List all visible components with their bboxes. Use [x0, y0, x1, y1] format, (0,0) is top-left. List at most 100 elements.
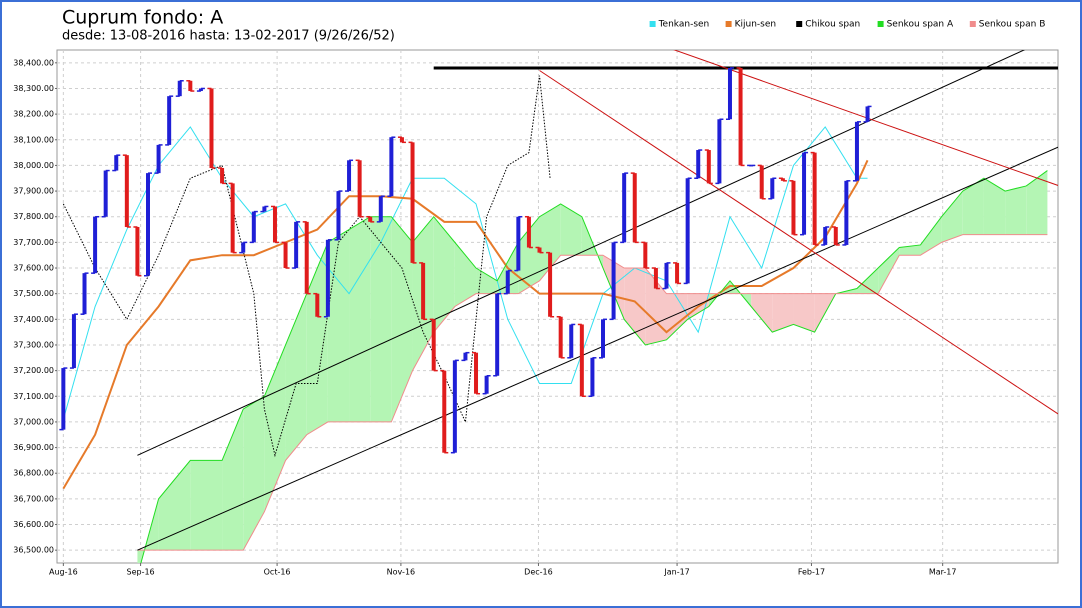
- line-series: [62, 159, 869, 490]
- y-tick-label: 36,800.00: [13, 469, 54, 478]
- bar: [114, 155, 119, 171]
- line-series: [62, 126, 868, 420]
- x-tick-label: Sep-16: [127, 568, 155, 577]
- y-tick-label: 36,700.00: [13, 494, 54, 503]
- bar: [865, 106, 870, 122]
- bar: [71, 314, 76, 369]
- bar: [156, 144, 161, 174]
- bar: [315, 293, 320, 317]
- bar: [209, 88, 214, 168]
- cloud: [751, 293, 773, 333]
- y-tick-label: 37,500.00: [13, 289, 54, 298]
- bar: [727, 67, 732, 120]
- cloud: [264, 344, 286, 512]
- bar: [410, 142, 415, 263]
- bar: [347, 160, 352, 192]
- bar: [421, 262, 426, 320]
- trendline: [137, 50, 1026, 456]
- bar: [526, 216, 531, 248]
- y-tick-label: 37,800.00: [13, 212, 54, 221]
- legend-swatch: [796, 21, 803, 27]
- bar: [325, 239, 330, 317]
- legend-swatch: [969, 21, 976, 27]
- cloud: [349, 216, 371, 422]
- bar: [717, 119, 722, 184]
- bar: [780, 178, 785, 181]
- bar: [569, 324, 574, 358]
- line-series: [62, 75, 551, 458]
- x-tick-label: Nov-16: [387, 568, 415, 577]
- legend-swatch: [649, 21, 656, 27]
- bar: [135, 226, 140, 276]
- bar: [431, 319, 436, 371]
- x-tick-label: Mar-17: [929, 568, 957, 577]
- bar: [294, 221, 299, 269]
- bar: [251, 211, 256, 243]
- bar: [283, 242, 288, 269]
- bar: [685, 178, 690, 284]
- bar: [177, 80, 182, 97]
- bar: [812, 152, 817, 245]
- bar: [484, 375, 489, 394]
- cloud: [391, 216, 413, 422]
- bar: [442, 370, 447, 453]
- bar: [622, 173, 627, 243]
- bar: [336, 191, 341, 240]
- cloud: [983, 178, 1006, 235]
- bar: [198, 88, 203, 92]
- x-tick-label: Jan-17: [663, 568, 689, 577]
- trendline: [539, 70, 1058, 415]
- bar: [823, 226, 828, 245]
- x-tick-label: Dec-16: [524, 568, 553, 577]
- cloud: [920, 216, 942, 256]
- cloud: [1005, 185, 1027, 235]
- bar: [601, 319, 605, 358]
- bar: [399, 137, 404, 143]
- cloud: [878, 247, 900, 294]
- trendline: [137, 146, 1058, 551]
- cloud: [433, 216, 455, 333]
- plot: [59, 50, 1058, 563]
- bar: [548, 252, 553, 317]
- bar: [241, 242, 246, 253]
- y-tick-label: 38,000.00: [13, 161, 54, 170]
- bar: [463, 352, 468, 361]
- bar: [378, 196, 383, 222]
- bar: [759, 165, 764, 199]
- cloud: [370, 216, 392, 422]
- bar: [632, 173, 637, 243]
- x-tick-label: Oct-16: [264, 568, 291, 577]
- bar: [643, 242, 648, 269]
- y-tick-label: 37,300.00: [13, 340, 54, 349]
- x-tick-label: Aug-16: [49, 568, 78, 577]
- bar: [93, 216, 98, 274]
- y-tick-label: 38,300.00: [13, 84, 54, 93]
- y-tick-label: 37,000.00: [13, 417, 54, 426]
- y-tick-label: 36,900.00: [13, 443, 54, 452]
- y-tick-label: 37,100.00: [13, 392, 54, 401]
- y-tick-label: 37,900.00: [13, 187, 54, 196]
- bar: [696, 150, 701, 179]
- y-tick-label: 37,700.00: [13, 238, 54, 247]
- bar: [220, 167, 225, 184]
- cloud: [158, 460, 191, 551]
- bar: [664, 262, 669, 289]
- bar: [505, 270, 510, 294]
- bar: [474, 352, 479, 394]
- bar: [611, 242, 616, 320]
- bar: [791, 180, 796, 235]
- y-tick-label: 38,200.00: [13, 110, 54, 119]
- cloud: [222, 409, 244, 551]
- bar: [844, 180, 849, 245]
- bar: [706, 150, 711, 184]
- trendline: [673, 50, 1058, 186]
- bar: [357, 160, 362, 217]
- y-tick-label: 37,200.00: [13, 366, 54, 375]
- y-tick-label: 38,100.00: [13, 135, 54, 144]
- bar: [272, 206, 277, 243]
- bar: [230, 183, 235, 253]
- cloud: [190, 460, 223, 551]
- bar: [167, 96, 172, 145]
